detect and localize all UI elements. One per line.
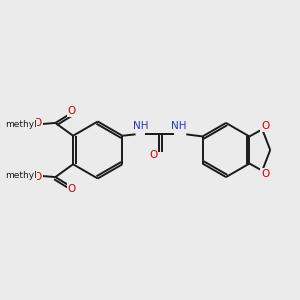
Text: methyl: methyl bbox=[5, 120, 37, 129]
Text: O: O bbox=[68, 106, 76, 116]
Text: NH: NH bbox=[133, 121, 148, 131]
Text: methyl: methyl bbox=[3, 120, 35, 129]
Text: methyl: methyl bbox=[5, 171, 37, 180]
Text: O: O bbox=[34, 172, 42, 182]
Text: O: O bbox=[261, 122, 269, 131]
Text: methyl: methyl bbox=[5, 120, 37, 129]
Text: O: O bbox=[149, 150, 157, 160]
Text: methyl: methyl bbox=[5, 171, 37, 180]
Text: NH: NH bbox=[171, 121, 186, 131]
Text: O: O bbox=[34, 118, 42, 128]
Text: O: O bbox=[68, 184, 76, 194]
Text: O: O bbox=[261, 169, 269, 178]
